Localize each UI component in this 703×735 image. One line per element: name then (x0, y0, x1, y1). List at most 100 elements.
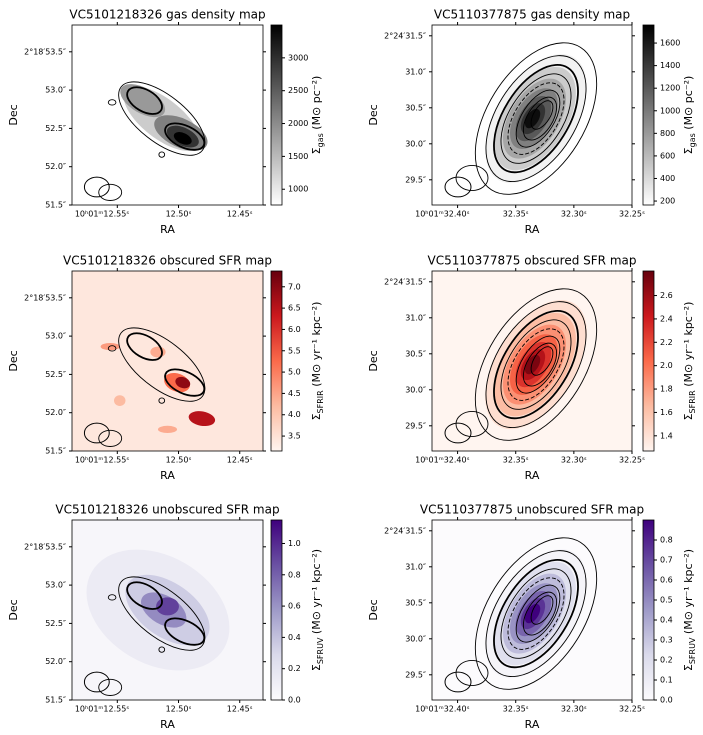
x-tick-label: 12.45ˢ (227, 210, 253, 219)
contour (107, 594, 117, 601)
y-tick-label: 51.5″ (45, 447, 66, 456)
contour (493, 558, 579, 669)
colorbar-label-unit: (M⊙ yr⁻¹ kpc⁻²) (310, 302, 323, 391)
x-tick-label: 32.35ˢ (503, 705, 529, 714)
colorbar-label-symbol: Σ (682, 147, 695, 154)
map-image (72, 25, 263, 205)
contour (118, 81, 206, 156)
contour (158, 397, 166, 404)
map-image (432, 520, 632, 700)
contour (158, 646, 166, 653)
map-image (432, 25, 632, 205)
colorbar-tick-label: 3.5 (288, 432, 301, 441)
x-tick-label: 10ʰ01ᵐ32.40ˢ (415, 456, 469, 465)
contour (493, 63, 579, 174)
beam (83, 176, 110, 198)
x-tick-label: 32.25ˢ (619, 210, 645, 219)
contour (455, 164, 489, 192)
colorbar-tick-label: 0.3 (660, 636, 673, 645)
colorbar-tick-label: 1000 (660, 106, 680, 115)
y-tick-label: 53.0″ (45, 86, 66, 95)
colorbar (642, 270, 655, 452)
y-tick-label: 29.5″ (405, 670, 426, 679)
contour (107, 99, 117, 106)
panel-title: VC5110377875 gas density map (434, 8, 630, 22)
contour (118, 327, 206, 402)
colorbar-tick-label: 400 (660, 174, 675, 183)
x-tick-label: 10ʰ01ᵐ12.55ˢ (75, 210, 129, 219)
colorbar-tick-label: 200 (660, 197, 675, 206)
panel: VC5101218326 gas density map RA Dec 10ʰ01ᵐ1… (7, 8, 325, 237)
contour (485, 301, 587, 429)
y-axis-label: Dec (7, 350, 20, 371)
y-tick-label: 2°18′53.5″ (24, 542, 66, 551)
colorbar-tick-label: 0.6 (288, 602, 301, 611)
x-tick-label: 32.30ˢ (561, 705, 587, 714)
y-tick-label: 30.0″ (405, 385, 426, 394)
colorbar-label-symbol: Σ (310, 413, 323, 420)
y-tick-label: 52.5″ (45, 370, 66, 379)
emission-blob (173, 132, 192, 145)
y-tick-label: 31.0″ (405, 67, 426, 76)
panel: VC5110377875 gas density map RA Dec 10ʰ01ᵐ3… (367, 8, 697, 237)
x-tick-label: 12.45ˢ (227, 456, 253, 465)
contour (507, 577, 565, 650)
map-image (72, 271, 263, 451)
emission-blob (175, 376, 191, 389)
colorbar-label-unit: (M⊙ pc⁻²) (310, 76, 323, 134)
plot-frame (71, 270, 264, 452)
colorbar-label: ΣSFRUV (M⊙ yr⁻¹ kpc⁻²) (310, 549, 325, 671)
colorbar-tick-label: 0.2 (660, 656, 673, 665)
contour (126, 86, 163, 115)
y-tick-label: 51.5″ (45, 696, 66, 705)
y-tick-label: 30.0″ (405, 139, 426, 148)
contour (158, 151, 166, 158)
colorbar-label-unit: (M⊙ yr⁻¹ kpc⁻²) (310, 549, 323, 638)
emission-blob (524, 108, 541, 129)
colorbar (270, 519, 283, 701)
colorbar-tick-label: 6.5 (288, 304, 301, 313)
contour (98, 429, 123, 447)
contour (126, 332, 163, 361)
panel-title: VC5101218326 gas density map (69, 8, 265, 22)
colorbar-tick-label: 1.6 (660, 408, 673, 417)
map-image (432, 271, 632, 451)
colorbar-label: ΣSFRIR (M⊙ yr⁻¹ kpc⁻²) (310, 302, 325, 421)
x-tick-label: 10ʰ01ᵐ32.40ˢ (415, 705, 469, 714)
emission-blob (114, 395, 126, 406)
colorbar-label: ΣSFRUV (M⊙ yr⁻¹ kpc⁻²) (682, 549, 697, 671)
contour (474, 42, 598, 195)
colorbar-tick-label: 4.0 (288, 410, 301, 419)
panel: VC5101218326 unobscured SFR map RA Dec 10ʰ0… (7, 503, 325, 732)
x-axis-label: RA (525, 223, 540, 236)
map-background (72, 271, 263, 451)
y-axis-label: Dec (7, 104, 20, 125)
contour (485, 550, 587, 678)
emission-blob (524, 603, 541, 624)
colorbar (642, 519, 655, 701)
y-tick-label: 30.5″ (405, 103, 426, 112)
beam (83, 422, 110, 444)
plot-frame (431, 519, 633, 701)
contour (530, 100, 554, 130)
y-tick-label: 52.0″ (45, 408, 66, 417)
beam (444, 671, 472, 693)
x-tick-label: 32.30ˢ (561, 210, 587, 219)
y-tick-label: 2°24′31.5″ (384, 277, 426, 286)
colorbar-tick-label: 1.4 (660, 431, 673, 440)
y-axis-label: Dec (367, 104, 380, 125)
contour (522, 96, 558, 141)
x-tick-label: 32.25ˢ (619, 456, 645, 465)
y-tick-label: 30.0″ (405, 634, 426, 643)
y-tick-label: 2°18′53.5″ (24, 293, 66, 302)
x-tick-label: 32.30ˢ (561, 456, 587, 465)
colorbar-tick-label: 0.0 (288, 696, 301, 705)
contour (126, 581, 163, 610)
y-tick-label: 2°24′31.5″ (384, 31, 426, 40)
y-tick-label: 52.0″ (45, 162, 66, 171)
panel: VC5110377875 obscured SFR map RA Dec 10ʰ01ᵐ… (367, 254, 697, 483)
colorbar-tick-label: 7.0 (288, 282, 301, 291)
x-axis-label: RA (525, 718, 540, 731)
colorbar-tick-label: 5.0 (288, 368, 301, 377)
y-tick-label: 2°24′31.5″ (384, 526, 426, 535)
